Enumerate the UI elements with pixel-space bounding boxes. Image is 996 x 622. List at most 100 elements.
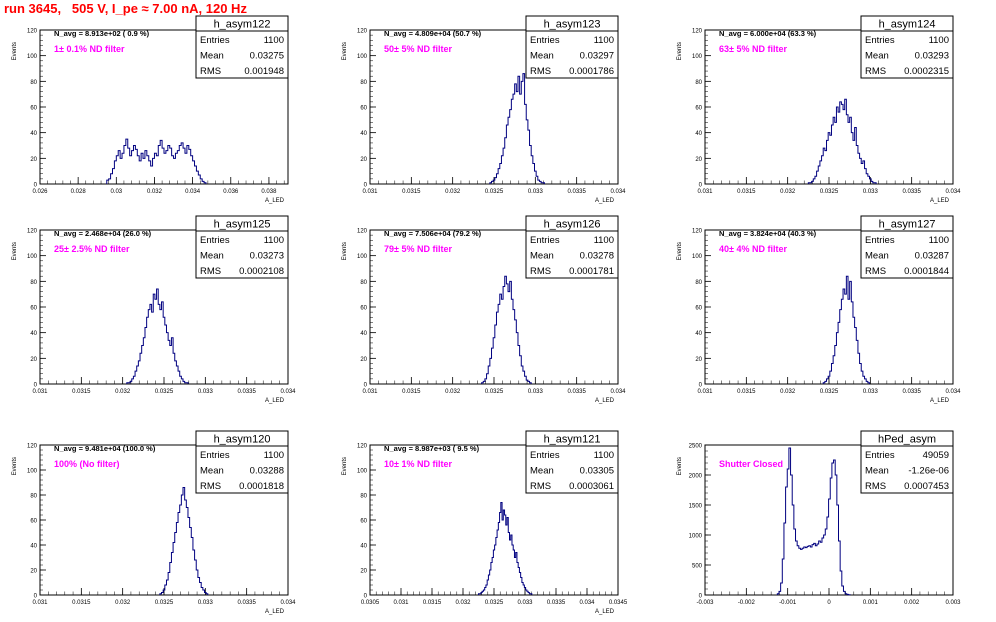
x-tick-label: 0.031 — [32, 389, 48, 395]
n-avg-label: N_avg = 9.481e+04 (100.0 %) — [54, 444, 156, 453]
y-tick-label: 20 — [360, 157, 367, 163]
stats-value: 1100 — [594, 450, 614, 461]
stats-title: hPed_asym — [878, 434, 936, 446]
x-tick-label: 0.026 — [32, 189, 48, 195]
histogram-panel-h_asym121: 0 20 40 60 80 100 120 0.0305 0.031 0.0315 0.032 0.0… — [342, 430, 628, 615]
stats-box — [195, 430, 289, 494]
histogram-panel-h_asym120: 0 20 40 60 80 100 120 0.031 0.0315 0.032 0.0325 0.0… — [12, 430, 296, 615]
x-tick-label: 0.034 — [610, 389, 626, 395]
stats-value: 0.0001786 — [569, 66, 614, 77]
y-tick-label: 40 — [695, 131, 702, 137]
stats-key: Mean — [530, 466, 554, 477]
histogram-panel-h_asym126: 0 20 40 60 80 100 120 0.031 0.0315 0.032 0.0325 0.0… — [342, 215, 626, 404]
stats-key: Entries — [200, 450, 230, 461]
filter-label: 50± 5% ND filter — [384, 44, 452, 54]
y-tick-label: 60 — [30, 306, 37, 312]
histogram-panel-h_asym125: 0 20 40 60 80 100 120 0.031 0.0315 0.032 0.0325 0.0… — [12, 215, 296, 404]
x-tick-label: 0.032 — [147, 189, 163, 195]
y-tick-label: 20 — [360, 357, 367, 363]
stats-key: RMS — [200, 66, 221, 77]
stats-box — [525, 215, 619, 279]
x-tick-label: 0.031 — [32, 600, 48, 606]
y-tick-label: 120 — [357, 29, 368, 35]
stats-value: 0.0007453 — [904, 481, 949, 492]
stats-title: h_asym124 — [879, 19, 936, 31]
stats-value: 0.03297 — [580, 51, 614, 62]
y-tick-label: 120 — [357, 444, 368, 450]
x-tick-label: 0.0325 — [485, 389, 504, 395]
y-tick-label: 1000 — [689, 534, 703, 540]
y-tick-label: 80 — [695, 280, 702, 286]
n-avg-label: N_avg = 8.913e+02 ( 0.9 %) — [54, 29, 150, 38]
filter-label: 25± 2.5% ND filter — [54, 244, 130, 254]
y-tick-label: 80 — [360, 280, 367, 286]
y-tick-label: 100 — [692, 54, 703, 60]
y-tick-label: 60 — [360, 106, 367, 112]
y-tick-label: 40 — [30, 331, 37, 337]
y-tick-label: 2500 — [689, 444, 703, 450]
stats-key: RMS — [530, 481, 551, 492]
y-tick-label: 0 — [699, 594, 703, 600]
x-tick-label: -0.003 — [696, 600, 714, 606]
stats-key: Mean — [530, 51, 554, 62]
stats-value: -1.26e-06 — [908, 466, 949, 477]
y-axis-label: Events — [12, 42, 18, 60]
stats-value: 1100 — [594, 235, 614, 246]
x-tick-label: 0.032 — [445, 189, 461, 195]
stats-key: Entries — [530, 235, 560, 246]
histogram-line — [489, 73, 545, 184]
x-tick-label: 0.036 — [223, 189, 239, 195]
x-tick-label: 0.0335 — [237, 600, 256, 606]
x-tick-label: 0.0325 — [820, 389, 839, 395]
stats-box — [195, 215, 289, 279]
stats-value: 0.0001844 — [904, 266, 949, 277]
y-tick-label: 100 — [357, 254, 368, 260]
n-avg-label: N_avg = 4.809e+04 (50.7 %) — [384, 29, 482, 38]
y-tick-label: 60 — [360, 519, 367, 525]
x-tick-label: 0.0335 — [902, 389, 921, 395]
y-tick-label: 40 — [360, 131, 367, 137]
y-tick-label: 100 — [27, 254, 38, 260]
stats-key: Entries — [530, 35, 560, 46]
y-tick-label: 1500 — [689, 504, 703, 510]
filter-label: 40± 4% ND filter — [719, 244, 787, 254]
histogram-line — [776, 447, 851, 596]
y-tick-label: 100 — [27, 54, 38, 60]
x-axis-label: A_LED — [595, 198, 615, 204]
x-tick-label: 0.031 — [697, 389, 713, 395]
y-tick-label: 40 — [30, 544, 37, 550]
stats-value: 0.001948 — [244, 66, 284, 77]
y-tick-label: 80 — [30, 80, 37, 86]
y-tick-label: 120 — [27, 229, 38, 235]
y-tick-label: 0 — [699, 383, 703, 389]
x-tick-label: 0.0315 — [72, 600, 91, 606]
histogram-panel-h_asym123: 0 20 40 60 80 100 120 0.031 0.0315 0.032 0.0325 0.0… — [342, 15, 626, 204]
y-tick-label: 500 — [692, 564, 703, 570]
histogram-line — [159, 487, 209, 595]
y-tick-label: 0 — [364, 183, 368, 189]
x-tick-label: 0.034 — [185, 189, 201, 195]
x-tick-label: 0 — [827, 600, 831, 606]
stats-value: 0.03293 — [915, 51, 949, 62]
x-tick-label: 0.0325 — [155, 600, 174, 606]
x-axis-label: A_LED — [595, 609, 615, 615]
y-tick-label: 60 — [360, 306, 367, 312]
histogram-panel-hPed_asym: 0 500 1000 1500 2000 2500 -0.003 -0.002 -0.001 0 0… — [677, 430, 961, 606]
x-tick-label: 0.032 — [115, 389, 131, 395]
y-tick-label: 60 — [30, 106, 37, 112]
y-axis-label: Events — [677, 242, 683, 260]
y-tick-label: 0 — [34, 594, 38, 600]
stats-key: RMS — [865, 266, 886, 277]
x-tick-label: 0.032 — [115, 600, 131, 606]
x-tick-label: 0.038 — [261, 189, 277, 195]
x-tick-label: 0.028 — [71, 189, 87, 195]
x-tick-label: 0.033 — [863, 389, 879, 395]
x-tick-label: 0.032 — [780, 389, 796, 395]
x-tick-label: 0.0335 — [902, 189, 921, 195]
x-tick-label: 0.033 — [198, 389, 214, 395]
x-tick-label: 0.0345 — [609, 600, 628, 606]
stats-box — [860, 430, 954, 494]
x-tick-label: 0.03 — [110, 189, 122, 195]
stats-title: h_asym121 — [544, 434, 601, 446]
